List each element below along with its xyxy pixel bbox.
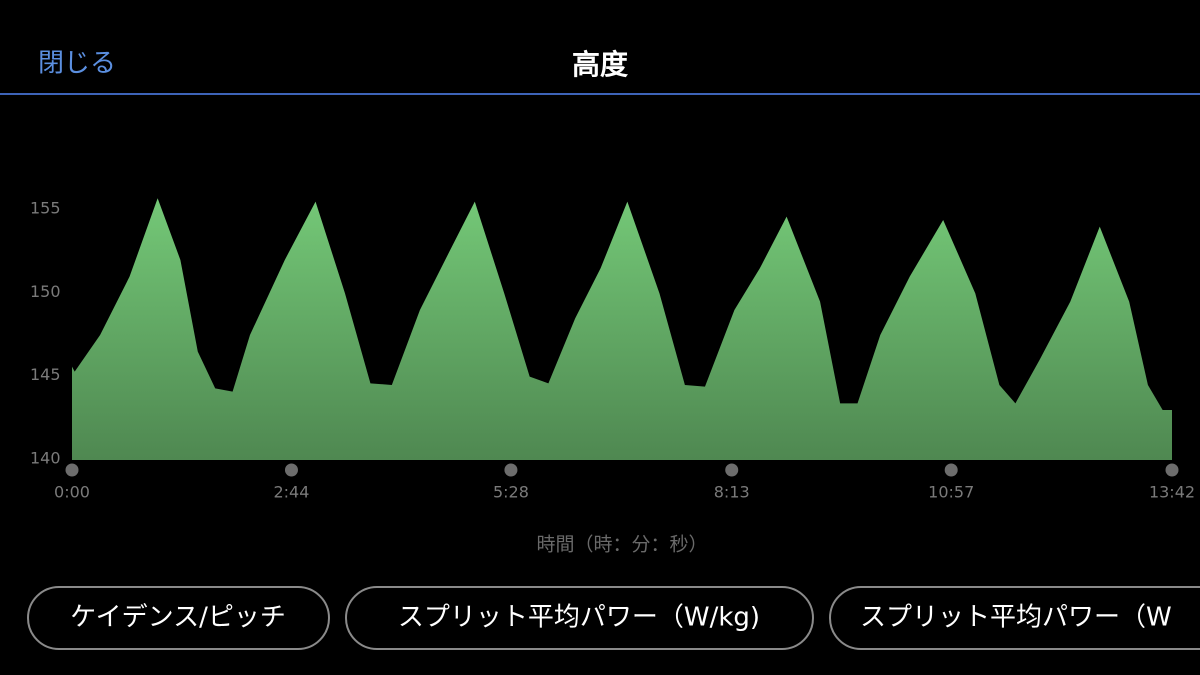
close-button[interactable]: 閉じる [38,49,116,79]
chip[interactable] [27,586,330,650]
chip[interactable] [345,586,814,650]
y-tick-label: 155 [30,198,61,217]
x-tick-dot [944,463,958,477]
area [72,198,1172,460]
chip-label[interactable]: スプリット平均パワー（W [860,603,1172,633]
x-tick-label: 8:13 [714,483,750,502]
y-tick-label: 145 [30,365,61,384]
x-tick-dot [504,463,518,477]
x-tick-label: 10:57 [928,483,974,502]
y-tick-label: 140 [30,449,61,468]
x-tick-dot [1165,463,1179,477]
x-tick-label: 2:44 [273,483,309,502]
y-tick-label: 150 [30,282,61,301]
x-tick-dot [725,463,739,477]
x-tick-label: 5:28 [493,483,529,502]
x-tick-label: 13:42 [1149,483,1195,502]
x-tick-dot [65,463,79,477]
x-axis-label: 時間（時：分：秒） [536,534,707,556]
x-tick-dot [284,463,298,477]
title: 高度 [572,48,628,81]
chip-label[interactable]: ケイデンス/ピッチ [70,603,286,633]
x-tick-label: 0:00 [54,483,90,502]
chip[interactable] [829,586,1200,650]
chip-label[interactable]: スプリット平均パワー（W/kg) [398,603,760,633]
